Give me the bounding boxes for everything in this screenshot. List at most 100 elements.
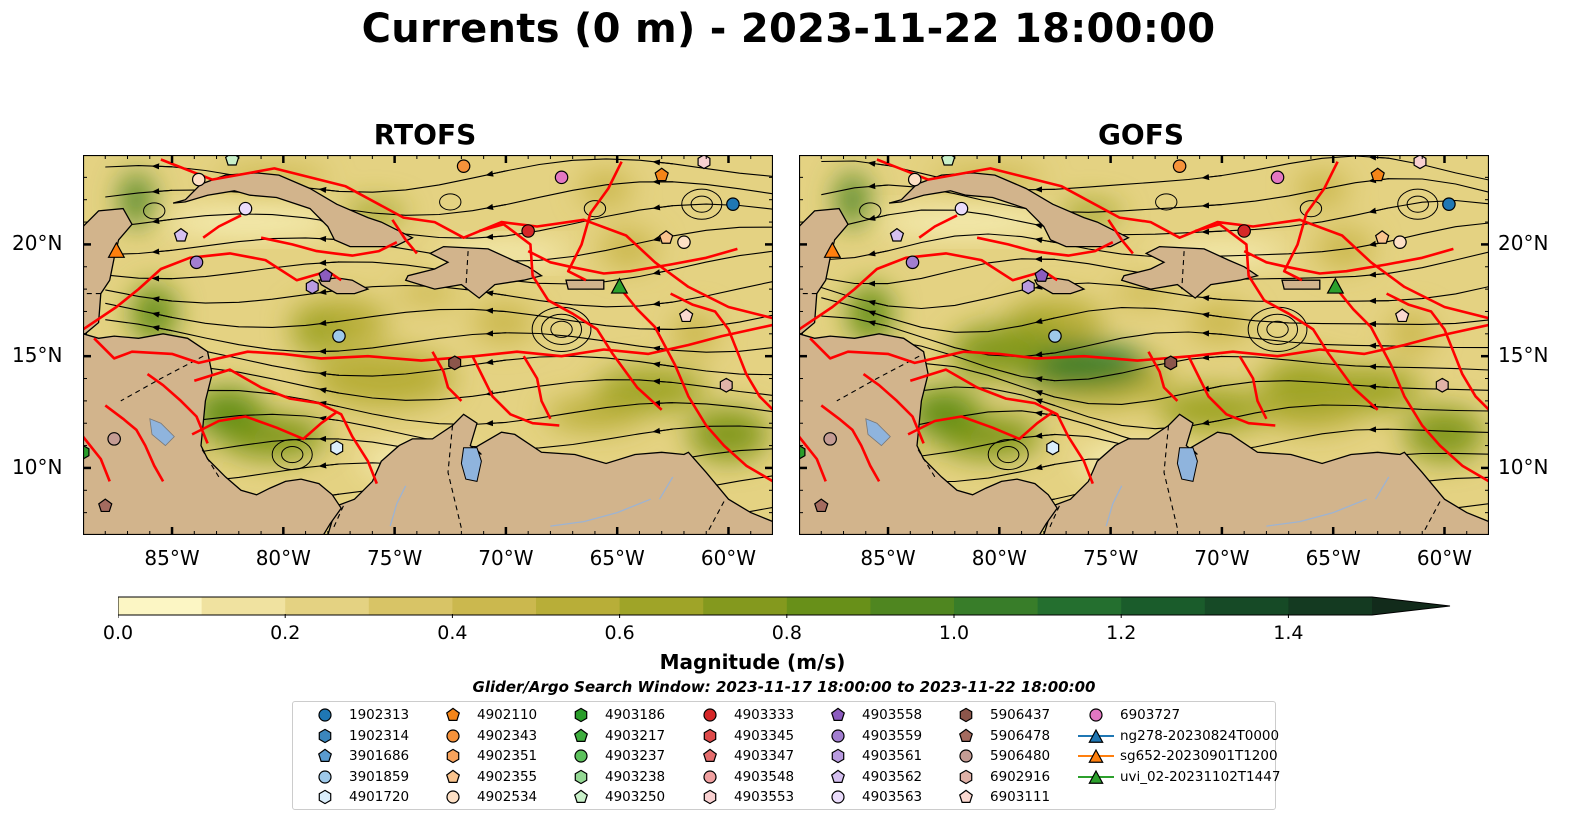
legend-symbol	[831, 728, 845, 743]
flow-arrow	[318, 259, 340, 266]
glider-marker	[1326, 277, 1345, 294]
legend-symbol	[574, 789, 588, 803]
speed-field	[91, 166, 769, 495]
float-marker	[1021, 279, 1035, 295]
legend-symbol	[703, 769, 717, 784]
land	[799, 155, 1489, 535]
colorbar-segment	[1037, 597, 1122, 615]
legend-label: 1902314	[349, 727, 410, 744]
river	[1105, 485, 1123, 527]
colorbar-segment	[786, 597, 871, 615]
flow-arrow	[867, 160, 889, 167]
legend-marker-icon	[574, 749, 588, 763]
flow-arrow	[1368, 207, 1389, 214]
legend-marker-icon	[959, 707, 973, 723]
eddy-streamline	[1299, 200, 1323, 218]
speed-patch	[688, 407, 769, 462]
map-svg	[799, 155, 1489, 535]
legend-marker-icon	[959, 728, 973, 742]
track-line	[1194, 223, 1379, 411]
river	[1374, 476, 1390, 500]
legend-symbol	[959, 769, 973, 784]
border	[331, 505, 344, 531]
eddy-streamline	[1257, 313, 1299, 345]
eddy-streamline	[1406, 195, 1429, 213]
legend-symbol	[703, 748, 717, 762]
track-line	[160, 158, 773, 320]
map-frame	[799, 155, 1489, 535]
colorbar-segment	[954, 597, 1039, 615]
float-marker	[1442, 197, 1456, 211]
flow-arrow	[1201, 330, 1222, 337]
float-marker	[521, 224, 535, 238]
border	[1181, 251, 1185, 290]
border	[1424, 501, 1441, 531]
glider-marker	[107, 241, 126, 258]
float-marker	[1046, 440, 1060, 456]
legend-symbol	[703, 708, 717, 722]
land-puertoRico	[565, 279, 605, 290]
legend-label: 4903250	[605, 789, 666, 805]
legend-symbol	[318, 728, 332, 743]
panel-title-rtofs: RTOFS	[373, 118, 477, 151]
legend-marker-icon	[446, 769, 460, 783]
float-marker	[658, 230, 674, 244]
border	[120, 355, 204, 402]
river	[1266, 498, 1367, 527]
float-marker	[173, 227, 189, 242]
eddy-streamline	[1397, 188, 1439, 220]
legend-marker-icon	[959, 789, 973, 803]
flow-arrow	[652, 204, 673, 211]
flow-arrow	[1034, 432, 1056, 439]
legend-marker-icon	[1078, 748, 1114, 763]
float-marker	[678, 308, 694, 323]
eddy-streamline	[439, 193, 462, 211]
float-markers	[799, 155, 1456, 513]
land-hispaniola	[1120, 245, 1260, 299]
colorbar-segment	[1121, 597, 1206, 615]
legend-symbol	[703, 728, 717, 743]
float-marker	[224, 155, 240, 166]
flow-arrow	[318, 400, 340, 408]
speed-patch	[847, 284, 893, 343]
float-marker	[823, 432, 837, 446]
legend-label: 4903186	[605, 707, 666, 723]
legend-marker-icon	[703, 708, 717, 722]
float-marker	[1413, 155, 1427, 170]
track-line	[1243, 247, 1454, 275]
legend-symbol	[831, 769, 845, 783]
legend-marker-icon	[318, 769, 332, 784]
eddy-streamline	[281, 445, 304, 464]
float-marker	[1435, 377, 1449, 393]
eddy-streamline	[143, 202, 166, 220]
colorbar-segment	[1204, 597, 1289, 615]
land-northSA	[327, 413, 773, 535]
float-marker	[954, 201, 969, 216]
colorbar-tick-label: 1.2	[1106, 622, 1137, 644]
legend-label: 4902534	[477, 789, 538, 805]
float-marker	[1370, 167, 1385, 182]
flow-arrow	[318, 415, 340, 422]
lon-tick-label: 65°W	[1305, 546, 1361, 570]
eddy-streamline	[1155, 193, 1178, 211]
legend-triangle	[1088, 769, 1104, 784]
colorbar-segment	[536, 597, 621, 615]
colorbar-tick-label: 0.4	[437, 622, 468, 644]
legend-marker-icon	[318, 708, 332, 722]
border	[200, 447, 220, 478]
speed-patch	[1259, 358, 1349, 413]
lat-tick-label: 15°N	[12, 343, 63, 368]
legend-label: 4903561	[862, 748, 923, 764]
track-line	[616, 283, 773, 483]
border	[916, 447, 936, 478]
float-marker	[889, 227, 905, 242]
legend-marker-icon	[446, 790, 460, 804]
track-line	[670, 292, 773, 411]
track-line	[431, 351, 463, 402]
eddy-streamline	[550, 320, 573, 338]
legend-label: 4903553	[734, 789, 795, 805]
eddy-streamline	[859, 202, 882, 220]
float-marker	[1164, 355, 1178, 371]
eddy-streamline	[987, 438, 1029, 471]
flow-arrow	[318, 186, 340, 194]
